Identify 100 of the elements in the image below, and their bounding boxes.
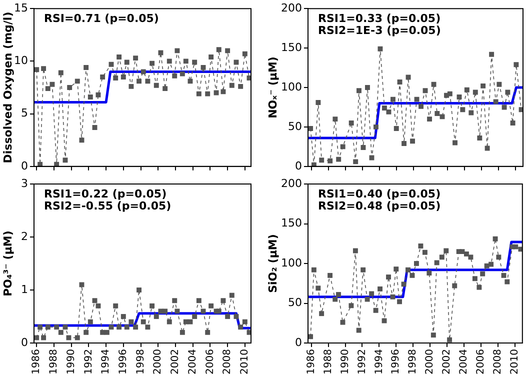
point (514, 62, 519, 68)
point (120, 314, 126, 319)
point (128, 84, 134, 89)
x-tick-label: 2008 (222, 349, 234, 374)
y-tick-label: 150 (281, 216, 302, 230)
point (238, 324, 244, 330)
y-tick-label: 50 (288, 296, 302, 310)
point (319, 158, 324, 163)
point (66, 335, 72, 340)
point (353, 159, 358, 164)
point (422, 250, 428, 255)
point (369, 291, 374, 296)
x-tick-label: 1990 (66, 349, 77, 374)
point (418, 244, 424, 248)
point (136, 78, 142, 84)
point (365, 85, 370, 90)
point (200, 65, 206, 70)
y-axis-title: Dissolved Oxygen (mg/l) (1, 12, 14, 164)
y-tick-label: 0 (295, 159, 302, 172)
point (489, 52, 494, 57)
point (426, 270, 432, 276)
point (41, 66, 46, 72)
point (116, 324, 122, 330)
x-tick-label: 1986 (306, 349, 317, 374)
point (238, 84, 244, 89)
point (108, 324, 114, 330)
annotation: RSI2=0.48 (p=0.05) (318, 199, 441, 212)
x-tick-label: 1994 (100, 349, 112, 374)
x-tick-label: 1998 (135, 349, 146, 374)
point (145, 324, 150, 330)
point (496, 82, 502, 87)
y-tick-label: 100 (281, 80, 302, 94)
point (116, 54, 122, 60)
x-tick-label: 1996 (390, 349, 402, 374)
point (62, 158, 68, 163)
point (140, 319, 146, 324)
point (356, 88, 362, 94)
point (145, 78, 150, 84)
point (390, 96, 396, 102)
x-tick-label: 1994 (374, 349, 385, 374)
point (476, 284, 482, 290)
point (464, 251, 469, 256)
point (183, 58, 188, 64)
x-tick-label: 1996 (118, 349, 129, 374)
x-tick-label: 2010 (509, 349, 520, 374)
point (406, 74, 411, 80)
point (205, 91, 210, 96)
point (162, 86, 168, 92)
point (133, 324, 138, 330)
point (410, 272, 415, 278)
point (180, 71, 185, 76)
point (502, 104, 507, 110)
point (216, 308, 222, 314)
x-tick-label: 2008 (492, 349, 504, 374)
point (174, 48, 180, 54)
point (174, 308, 180, 314)
point (84, 330, 89, 335)
point (225, 314, 230, 319)
point (136, 288, 142, 292)
point (200, 308, 206, 314)
point (328, 158, 333, 164)
point (242, 319, 248, 324)
point (386, 274, 391, 280)
point (356, 328, 362, 333)
point (434, 111, 440, 116)
point (34, 67, 40, 72)
x-tick-label: 1992 (356, 349, 368, 374)
point (54, 324, 60, 330)
point (397, 299, 402, 304)
point (452, 140, 458, 146)
y-tick-label: 150 (281, 40, 302, 54)
point (79, 138, 84, 143)
point (220, 89, 226, 94)
point (58, 330, 64, 335)
point (439, 254, 444, 260)
y-tick-label: 200 (281, 1, 302, 14)
point (394, 266, 399, 272)
point (501, 272, 506, 278)
point (45, 86, 50, 92)
point (414, 261, 419, 266)
point (100, 74, 106, 80)
x-tick-label: 2002 (442, 349, 453, 374)
point (113, 303, 118, 308)
point (192, 60, 198, 65)
point (477, 136, 482, 140)
y-tick-label: 200 (281, 176, 302, 190)
point (92, 125, 98, 130)
point (336, 292, 341, 297)
point (418, 104, 424, 109)
point (140, 69, 146, 74)
x-tick-label: 1988 (48, 349, 60, 374)
point (104, 330, 110, 335)
point (34, 335, 40, 340)
point (378, 286, 383, 292)
annotation: RSI=0.71 (p=0.05) (44, 12, 159, 25)
point (205, 330, 210, 335)
point (158, 50, 164, 56)
point (340, 144, 346, 150)
point (401, 282, 406, 287)
point (50, 82, 55, 87)
